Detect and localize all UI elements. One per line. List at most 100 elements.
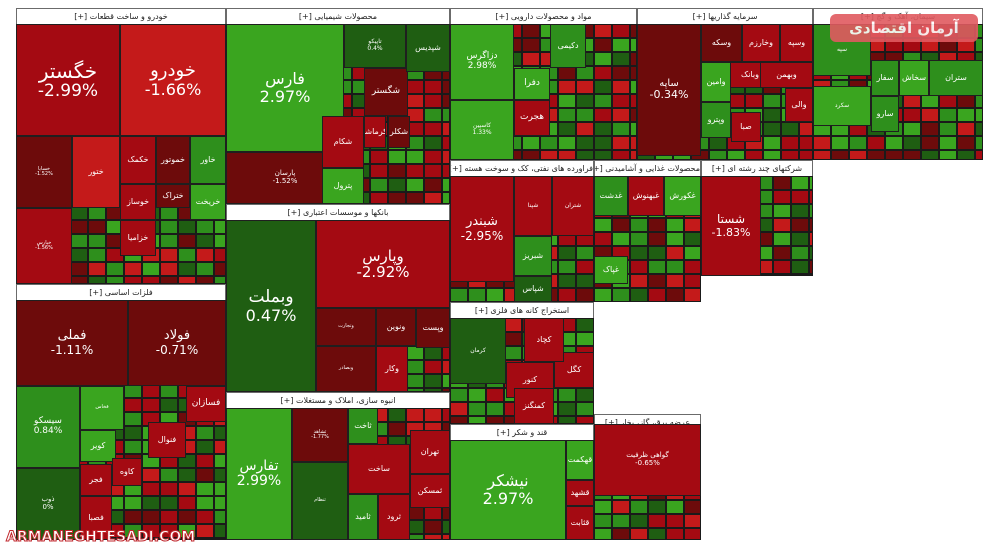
treemap-cell[interactable] [124, 524, 142, 538]
treemap-cell[interactable] [70, 262, 88, 276]
treemap-cell[interactable] [957, 108, 975, 122]
stock-tile[interactable]: فولاد -0.71% [128, 300, 226, 386]
treemap-cell[interactable] [406, 408, 424, 422]
treemap-cell[interactable] [630, 108, 637, 122]
stock-tile[interactable]: دکیمی [550, 24, 586, 68]
treemap-cell[interactable] [684, 260, 701, 274]
treemap-cell[interactable] [196, 220, 214, 234]
treemap-cell[interactable] [975, 122, 983, 136]
treemap-cell[interactable] [612, 80, 630, 94]
treemap-cell[interactable] [791, 190, 809, 204]
treemap-cell[interactable] [594, 500, 612, 514]
treemap-cell[interactable] [160, 262, 178, 276]
treemap-cell[interactable] [612, 232, 630, 246]
stock-tile[interactable]: نیشکر 2.97% [450, 440, 566, 540]
stock-tile[interactable]: شستا -1.83% [701, 176, 761, 276]
treemap-cell[interactable] [630, 288, 648, 302]
treemap-cell[interactable] [370, 192, 388, 204]
treemap-cell[interactable] [727, 150, 745, 160]
treemap-cell[interactable] [214, 454, 226, 468]
treemap-cell[interactable] [791, 260, 809, 274]
treemap-cell[interactable] [799, 150, 813, 160]
treemap-cell[interactable] [370, 178, 388, 192]
treemap-cell[interactable] [178, 262, 196, 276]
treemap-cell[interactable] [594, 38, 612, 52]
treemap-cell[interactable] [424, 506, 442, 520]
treemap-cell[interactable] [975, 94, 983, 108]
treemap-cell[interactable] [406, 192, 424, 204]
treemap-cell[interactable] [612, 514, 630, 528]
treemap-cell[interactable] [612, 122, 630, 136]
treemap-cell[interactable] [612, 218, 630, 232]
treemap-cell[interactable] [70, 220, 88, 234]
treemap-cell[interactable] [576, 150, 594, 160]
treemap-cell[interactable] [424, 150, 442, 164]
treemap-cell[interactable] [558, 288, 576, 302]
treemap-cell[interactable] [142, 468, 160, 482]
treemap-cell[interactable] [612, 288, 630, 302]
treemap-cell[interactable] [442, 408, 450, 422]
treemap-cell[interactable] [763, 136, 781, 150]
treemap-cell[interactable] [612, 528, 630, 540]
treemap-cell[interactable] [522, 136, 540, 150]
treemap-cell[interactable] [558, 66, 576, 80]
stock-tile[interactable]: سارو [871, 96, 899, 132]
treemap-cell[interactable] [442, 94, 450, 108]
treemap-cell[interactable] [558, 80, 576, 94]
treemap-cell[interactable] [781, 136, 799, 150]
stock-tile[interactable]: وخارزم [742, 24, 780, 62]
stock-tile[interactable]: سخاش [899, 60, 929, 96]
treemap-cell[interactable] [957, 94, 975, 108]
treemap-cell[interactable] [196, 262, 214, 276]
treemap-cell[interactable] [106, 276, 124, 284]
treemap-cell[interactable] [781, 122, 799, 136]
stock-tile[interactable]: شکلر [388, 116, 410, 148]
treemap-cell[interactable] [630, 136, 637, 150]
stock-tile[interactable]: سکرد [813, 86, 871, 126]
treemap-cell[interactable] [558, 122, 576, 136]
treemap-cell[interactable] [903, 122, 921, 136]
treemap-cell[interactable] [406, 388, 424, 392]
treemap-cell[interactable] [630, 24, 637, 38]
treemap-cell[interactable] [612, 150, 630, 160]
treemap-cell[interactable] [468, 388, 486, 402]
treemap-cell[interactable] [576, 136, 594, 150]
treemap-cell[interactable] [424, 192, 442, 204]
treemap-cell[interactable] [70, 276, 88, 284]
treemap-cell[interactable] [799, 122, 813, 136]
stock-tile[interactable]: ساپه -0.34% [637, 24, 701, 156]
treemap-cell[interactable] [885, 136, 903, 150]
treemap-cell[interactable] [142, 384, 160, 398]
treemap-cell[interactable] [630, 66, 637, 80]
treemap-cell[interactable] [576, 260, 594, 274]
treemap-cell[interactable] [424, 178, 442, 192]
treemap-cell[interactable] [468, 416, 486, 424]
stock-tile[interactable]: قشهد [566, 480, 594, 506]
stock-tile[interactable]: خزامیا [120, 220, 156, 256]
treemap-cell[interactable] [594, 24, 612, 38]
treemap-cell[interactable] [424, 408, 442, 422]
treemap-cell[interactable] [763, 108, 781, 122]
stock-tile[interactable]: والی [785, 88, 813, 122]
stock-tile[interactable]: خپارس -1.56% [16, 208, 72, 284]
stock-tile[interactable]: ختراک [156, 184, 190, 208]
stock-tile[interactable]: وپارس -2.92% [316, 220, 450, 308]
stock-tile[interactable]: وسپه [780, 24, 813, 62]
treemap-cell[interactable] [558, 402, 576, 416]
treemap-cell[interactable] [424, 80, 442, 94]
treemap-cell[interactable] [763, 122, 781, 136]
treemap-cell[interactable] [196, 248, 214, 262]
treemap-cell[interactable] [558, 150, 576, 160]
stock-tile[interactable]: ثامید [348, 494, 378, 540]
treemap-cell[interactable] [648, 514, 666, 528]
treemap-cell[interactable] [809, 246, 813, 260]
stock-tile[interactable]: خریخت [190, 184, 226, 220]
stock-tile[interactable]: ستران [929, 60, 983, 96]
treemap-cell[interactable] [178, 234, 196, 248]
treemap-cell[interactable] [388, 408, 406, 422]
treemap-cell[interactable] [88, 262, 106, 276]
treemap-cell[interactable] [196, 276, 214, 284]
treemap-cell[interactable] [773, 232, 791, 246]
treemap-cell[interactable] [745, 150, 763, 160]
treemap-cell[interactable] [178, 510, 196, 524]
